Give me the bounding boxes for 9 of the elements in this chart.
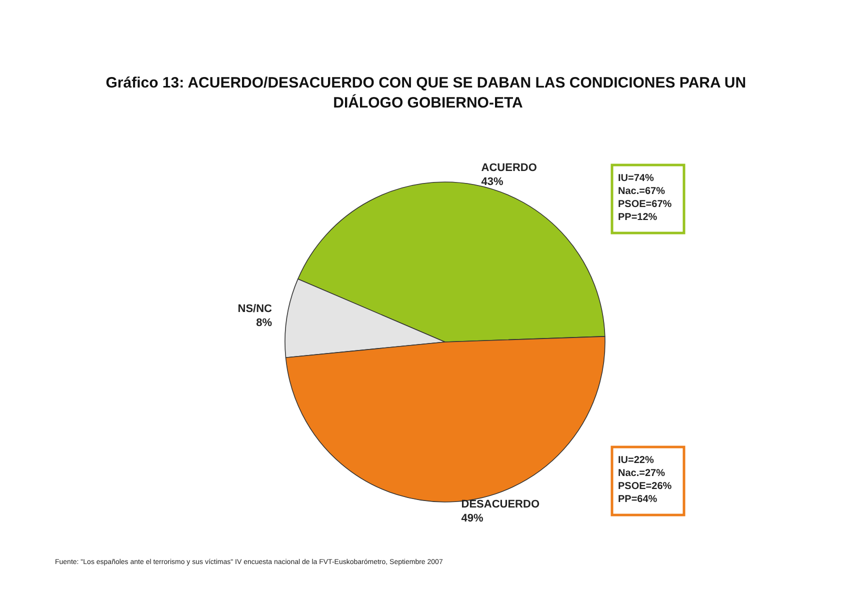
chart-title: Gráfico 13: ACUERDO/DESACUERDO CON QUE SE DABAN LAS CONDICIONES PARA UN DIÁLOGO GOBIERNO-ETA xyxy=(106,74,750,112)
data-label: 43% xyxy=(481,176,504,188)
text: IU=22% Nac.=27% PSOE=26% PP=64% xyxy=(618,455,672,505)
text: IU=74% Nac.=67% PSOE=67% PP=12% xyxy=(618,173,672,223)
data-label: 8% xyxy=(256,316,272,329)
slice-label: ACUERDO xyxy=(481,162,538,174)
slice-label: DESACUERDO xyxy=(461,498,540,511)
data-label: 49% xyxy=(461,512,484,525)
slice-label: NS/NC xyxy=(238,302,272,315)
